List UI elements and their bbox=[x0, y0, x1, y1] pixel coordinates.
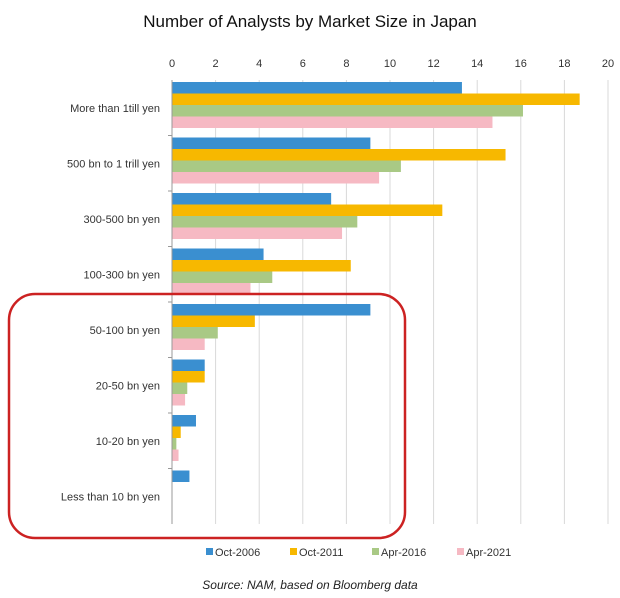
bar bbox=[172, 371, 205, 383]
bar bbox=[172, 227, 343, 239]
x-tick-label: 20 bbox=[602, 58, 614, 70]
x-tick-label: 18 bbox=[558, 58, 570, 70]
bar bbox=[172, 338, 205, 350]
legend-swatch bbox=[290, 548, 297, 555]
highlight-box bbox=[7, 292, 407, 540]
bar bbox=[172, 271, 273, 283]
bar bbox=[172, 216, 358, 228]
bar bbox=[172, 260, 351, 272]
bar bbox=[172, 283, 251, 295]
bar bbox=[172, 105, 523, 117]
x-tick-label: 6 bbox=[300, 58, 306, 70]
bar bbox=[172, 149, 506, 161]
bar bbox=[172, 470, 190, 482]
x-tick-label: 2 bbox=[213, 58, 219, 70]
legend-swatch bbox=[457, 548, 464, 555]
category-label: 300-500 bn yen bbox=[84, 214, 160, 226]
bar bbox=[172, 172, 380, 184]
bar bbox=[172, 327, 218, 339]
bar bbox=[172, 415, 196, 427]
bar bbox=[172, 426, 181, 438]
bar bbox=[172, 116, 493, 128]
source-note: Source: NAM, based on Bloomberg data bbox=[202, 578, 418, 592]
category-label: 50-100 bn yen bbox=[90, 325, 160, 337]
bar bbox=[172, 438, 177, 450]
bar bbox=[172, 193, 332, 205]
category-label: 20-50 bn yen bbox=[96, 380, 160, 392]
bar bbox=[172, 93, 580, 105]
x-tick-label: 0 bbox=[169, 58, 175, 70]
category-label: 10-20 bn yen bbox=[96, 436, 160, 448]
bar bbox=[172, 248, 264, 260]
bar bbox=[172, 449, 179, 461]
bar bbox=[172, 160, 401, 172]
legend-swatch bbox=[206, 548, 213, 555]
category-label: Less than 10 bn yen bbox=[61, 491, 160, 503]
bar bbox=[172, 359, 205, 371]
chart-title: Number of Analysts by Market Size in Jap… bbox=[143, 12, 477, 31]
bar bbox=[172, 137, 371, 149]
legend-label: Oct-2006 bbox=[215, 547, 260, 559]
category-label: 100-300 bn yen bbox=[84, 269, 160, 281]
x-tick-label: 14 bbox=[471, 58, 483, 70]
category-label: 500 bn to 1 trill yen bbox=[67, 158, 160, 170]
bar bbox=[172, 204, 443, 216]
bar bbox=[172, 394, 186, 406]
x-tick-label: 10 bbox=[384, 58, 396, 70]
x-tick-label: 8 bbox=[343, 58, 349, 70]
legend-label: Apr-2021 bbox=[466, 547, 511, 559]
bar bbox=[172, 315, 255, 327]
bar bbox=[172, 304, 371, 316]
x-tick-label: 4 bbox=[256, 58, 262, 70]
legend-swatch bbox=[372, 548, 379, 555]
category-label: More than 1till yen bbox=[70, 103, 160, 115]
bar bbox=[172, 82, 462, 94]
x-tick-label: 12 bbox=[427, 58, 439, 70]
x-tick-label: 16 bbox=[515, 58, 527, 70]
legend-label: Apr-2016 bbox=[381, 547, 426, 559]
bar bbox=[172, 382, 188, 394]
legend-label: Oct-2011 bbox=[299, 547, 343, 559]
